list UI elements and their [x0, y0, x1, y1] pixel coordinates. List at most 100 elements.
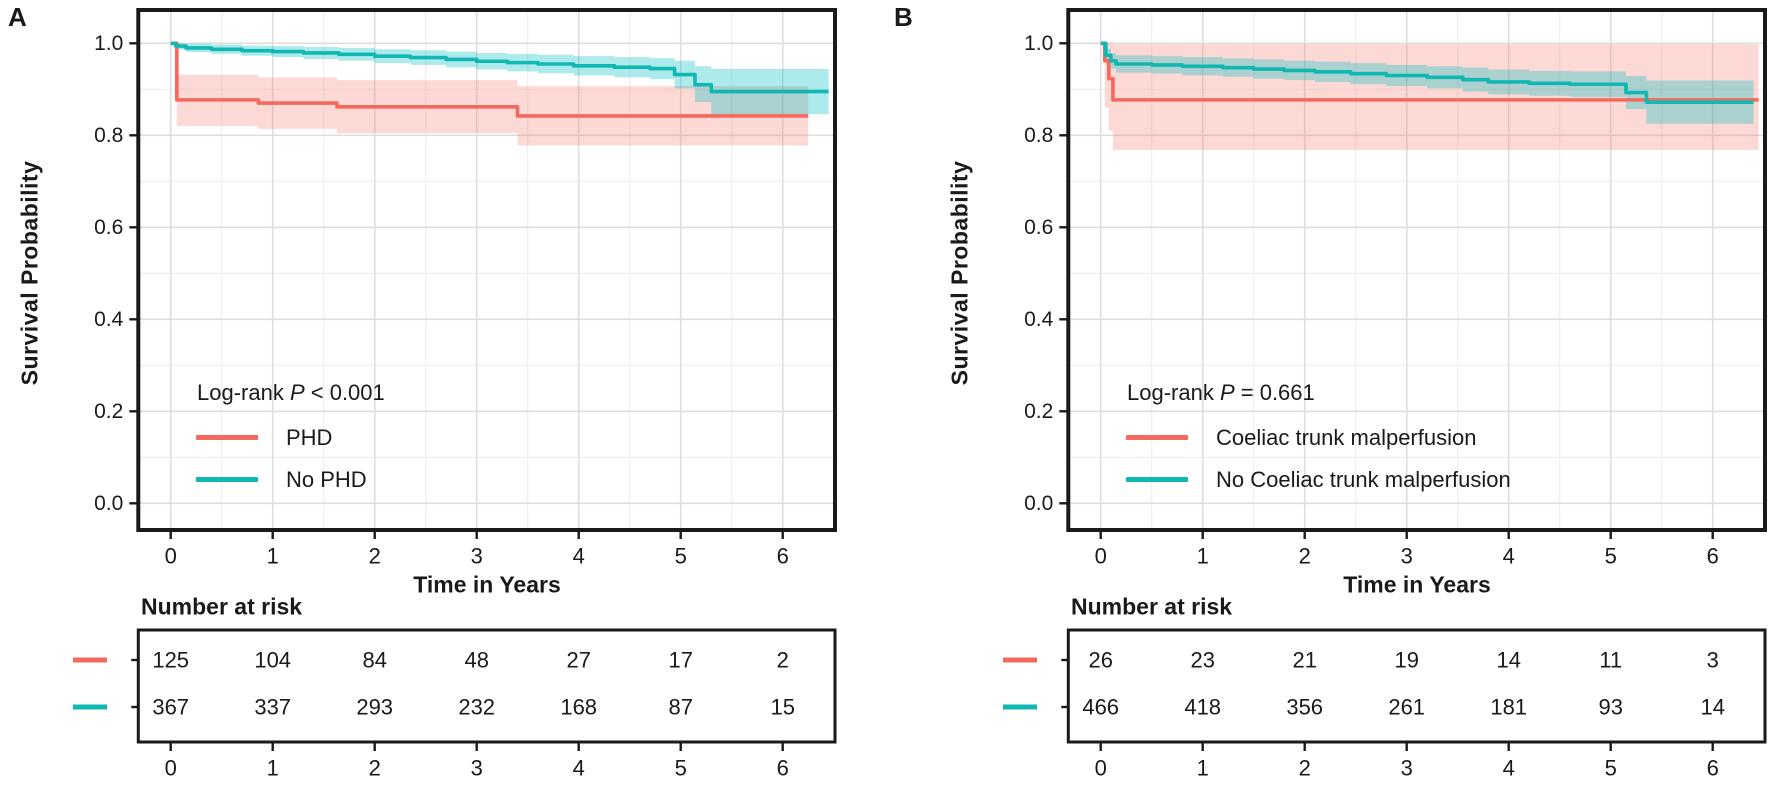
- panel-a-logrank-p-symbol: P: [289, 380, 305, 405]
- panel-a-y-tick-label: 0.6: [94, 216, 123, 239]
- panel-a-plot: 1.0 0.8 0.6 0.4 0.2 0.0 0 1 2 3 4 5 6: [94, 8, 838, 569]
- panel-b-legend-label-coeliac: Coeliac trunk malperfusion: [1216, 425, 1477, 450]
- panel-a-risk-count-no-phd: 15: [770, 695, 794, 720]
- panel-b-risk-axis-label: 6: [1707, 756, 1719, 781]
- panel-a-x-tick-label: 6: [777, 544, 789, 569]
- panel-a-logrank-prefix: Log-rank: [197, 380, 290, 405]
- panel-b-risk-axis-label: 3: [1401, 756, 1413, 781]
- panel-b-x-tick-label: 1: [1197, 544, 1209, 569]
- panel-a-confidence-band-no-phd: [170, 43, 829, 115]
- panel-b-risk-count-coeliac-trunk-malperfusion: 3: [1707, 648, 1719, 673]
- panel-a-risk-count-no-phd: 87: [668, 695, 692, 720]
- panel-a-risk-count-phd: 84: [362, 648, 386, 673]
- panel-a-risk-axis-label: 5: [675, 756, 687, 781]
- panel-a-risk-count-phd: 2: [777, 648, 789, 673]
- panel-b-risk-axis-label: 5: [1605, 756, 1617, 781]
- panel-a-x-tick-label: 5: [675, 544, 687, 569]
- panel-b-y-tick-label: 0.6: [1024, 216, 1053, 239]
- panel-b-risk-count-no-coeliac-trunk-malperfusion: 466: [1082, 695, 1119, 720]
- panel-b-y-tick-label: 0.8: [1024, 124, 1053, 147]
- panel-a-risk-count-no-phd: 168: [560, 695, 597, 720]
- panel-b-legend-swatch-coeliac: [1126, 435, 1188, 440]
- panel-a-gridlines: [138, 10, 835, 530]
- panel-a-letter: A: [8, 2, 27, 32]
- panel-b-legend-label-no-coeliac: No Coeliac trunk malperfusion: [1216, 467, 1511, 492]
- panel-b-risk-count-no-coeliac-trunk-malperfusion: 261: [1388, 695, 1425, 720]
- panel-a-number-at-risk-title: Number at risk: [141, 593, 303, 620]
- panel-b-risk-count-coeliac-trunk-malperfusion: 21: [1292, 648, 1316, 673]
- panel-b-y-tick-label: 0.2: [1024, 400, 1053, 423]
- panel-a-risk-count-phd: 27: [566, 648, 590, 673]
- panel-b-plot-background: [1068, 10, 1765, 530]
- panel-a-risk-axis-label: 3: [471, 756, 483, 781]
- panel-a-risk-count-phd: 104: [254, 648, 291, 673]
- panel-b-risk-count-no-coeliac-trunk-malperfusion: 14: [1700, 695, 1724, 720]
- panel-a-logrank-annotation: Log-rank P < 0.001: [197, 380, 385, 406]
- panel-b-risk-count-no-coeliac-trunk-malperfusion: 356: [1286, 695, 1323, 720]
- panel-a-y-tick-label: 0.4: [94, 308, 124, 331]
- panel-b-risk-count-coeliac-trunk-malperfusion: 26: [1088, 648, 1112, 673]
- panel-b-y-tick-label: 0.0: [1024, 492, 1053, 515]
- panel-a-risk-table: 125 104 84 48 27 17 2 367 337 293 232 168 87 15 0 1 2 3 4 5…: [73, 628, 837, 781]
- panel-a-risk-count-phd: 17: [668, 648, 692, 673]
- panel-a-y-axis-title: Survival Probability: [16, 160, 43, 386]
- panel-a-x-axis-title: Time in Years: [413, 571, 561, 598]
- panel-a-survival-curve-no-phd: [170, 41, 829, 94]
- panel-b-y-tick-label: 0.4: [1024, 308, 1054, 331]
- panel-a-risk-axis-label: 6: [777, 756, 789, 781]
- panel-a-risk-count-no-phd: 232: [458, 695, 495, 720]
- panel-a-y-tick-label: 0.8: [94, 124, 123, 147]
- panel-b-risk-axis-label: 0: [1095, 756, 1107, 781]
- panel-a-legend-label-phd: PHD: [286, 425, 333, 450]
- panel-a-x-tick-label: 4: [573, 544, 585, 569]
- panel-a-y-tick-label: 0.0: [94, 492, 123, 515]
- panel-a-risk-count-no-phd: 337: [254, 695, 291, 720]
- panel-b-x-tick-label: 6: [1707, 544, 1719, 569]
- panel-a-plot-border: [136, 8, 838, 532]
- panel-a-risk-count-no-phd: 367: [152, 695, 189, 720]
- panel-a-risk-axis-label: 4: [573, 756, 585, 781]
- panel-a-survival-curve-phd: [170, 41, 809, 118]
- panel-b-logrank-prefix: Log-rank: [1127, 380, 1220, 405]
- panel-a-legend-swatch-no-phd: [196, 477, 258, 482]
- panel-b-confidence-band-no-coeliac-trunk-malperfusion: [1100, 43, 1754, 124]
- panel-b-risk-count-coeliac-trunk-malperfusion: 14: [1496, 648, 1520, 673]
- panel-b-risk-count-coeliac-trunk-malperfusion: 23: [1190, 648, 1214, 673]
- panel-b-risk-count-no-coeliac-trunk-malperfusion: 181: [1490, 695, 1527, 720]
- panel-b-x-axis-title: Time in Years: [1343, 571, 1491, 598]
- panel-a-risk-axis-label: 0: [165, 756, 177, 781]
- panel-a-risk-count-phd: 125: [152, 648, 189, 673]
- panel-a-x-tick-label: 3: [471, 544, 483, 569]
- panel-b-risk-count-no-coeliac-trunk-malperfusion: 418: [1184, 695, 1221, 720]
- panel-a-y-tick-label: 0.2: [94, 400, 123, 423]
- panel-a-x-tick-label: 1: [267, 544, 279, 569]
- panel-a-plot-background: [138, 10, 836, 530]
- panel-b-risk-count-no-coeliac-trunk-malperfusion: 93: [1598, 695, 1622, 720]
- panel-b-plot: 1.0 0.8 0.6 0.4 0.2 0.0 0 1 2 3 4 5 6: [1024, 8, 1768, 569]
- panel-a-risk-count-no-phd: 293: [356, 695, 393, 720]
- panel-b-risk-table-box: [1066, 628, 1767, 744]
- panel-a-legend-label-no-phd: No PHD: [286, 467, 367, 492]
- panel-b-risk-axis-label: 2: [1299, 756, 1311, 781]
- panel-b-plot-border: [1066, 8, 1768, 532]
- panel-b-risk-axis-label: 1: [1197, 756, 1209, 781]
- panel-a-risk-table-box: [136, 628, 837, 744]
- panel-a-x-tick-label: 0: [165, 544, 177, 569]
- panel-b-letter: B: [894, 2, 913, 32]
- panel-a-risk-axis-label: 1: [267, 756, 279, 781]
- panel-a-risk-axis-label: 2: [369, 756, 381, 781]
- panel-b-logrank-annotation: Log-rank P = 0.661: [1127, 380, 1315, 406]
- panel-b-logrank-value: = 0.661: [1234, 380, 1315, 405]
- panel-b-legend-swatch-no-coeliac: [1126, 477, 1188, 482]
- panel-a-legend-swatch-phd: [196, 435, 258, 440]
- panel-b-y-tick-label: 1.0: [1024, 32, 1053, 55]
- panel-a-risk-count-phd: 48: [464, 648, 488, 673]
- panel-b-x-tick-label: 4: [1503, 544, 1515, 569]
- panel-b-x-tick-label: 2: [1299, 544, 1311, 569]
- panel-b-y-axis-title: Survival Probability: [946, 160, 973, 386]
- panel-a-logrank-value: < 0.001: [304, 380, 385, 405]
- panel-b-number-at-risk-title: Number at risk: [1071, 593, 1233, 620]
